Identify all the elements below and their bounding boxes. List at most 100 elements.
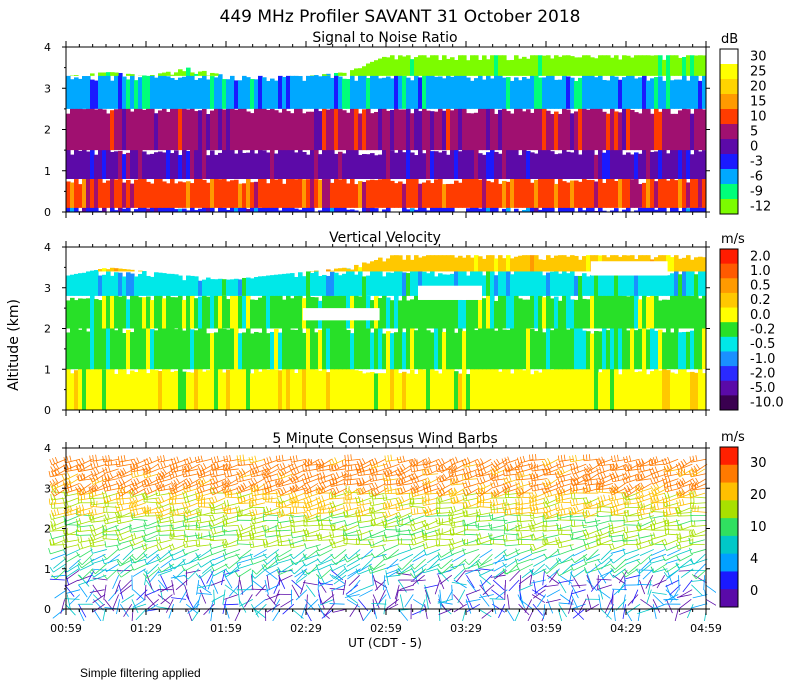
heatmap-cell (190, 329, 195, 370)
wind-barb (670, 589, 679, 603)
wind-barb-feather (144, 491, 148, 498)
wind-barb-feather (621, 492, 625, 499)
wind-barb (276, 529, 292, 532)
wind-barb (503, 507, 519, 511)
wind-barb (273, 579, 281, 594)
wind-barb (317, 570, 325, 584)
wind-barb (545, 512, 560, 519)
heatmap-cell (558, 206, 563, 212)
wind-barb-feather (114, 512, 118, 519)
wind-barb-feather (490, 500, 493, 507)
heatmap-cell (338, 72, 343, 76)
wind-barb (347, 589, 361, 597)
heatmap-cell (338, 76, 343, 109)
heatmap-cell (382, 333, 387, 370)
wind-barb (571, 584, 579, 599)
wind-barb-feather (228, 463, 231, 470)
heatmap-cell (238, 279, 243, 296)
wind-barb (638, 544, 653, 550)
heatmap-cell (578, 57, 583, 76)
panel-title: 5 Minute Consensus Wind Barbs (272, 431, 497, 447)
heatmap-cell (674, 268, 679, 296)
heatmap-cell (602, 55, 607, 76)
wind-barb (51, 458, 67, 466)
heatmap-cell (230, 325, 235, 370)
wind-barb-feather (107, 480, 111, 487)
heatmap-cell (558, 364, 563, 410)
wind-barb-feather (676, 533, 679, 540)
wind-barb-feather (69, 455, 72, 462)
wind-barb-feather (528, 493, 533, 500)
heatmap-cell (330, 206, 335, 212)
heatmap-cell (198, 71, 203, 76)
heatmap-cell (518, 255, 523, 272)
heatmap-cell (158, 175, 163, 208)
wind-barb-feather (250, 523, 253, 530)
heatmap-cell (482, 206, 487, 212)
heatmap-cell (214, 332, 219, 370)
wind-barb (639, 563, 652, 574)
heatmap-cell (638, 328, 643, 370)
wind-barb-feather (222, 552, 226, 559)
wind-barb-feather (382, 545, 386, 551)
wind-barb (116, 599, 121, 615)
heatmap-cell (190, 106, 195, 151)
wind-barb (558, 603, 567, 618)
wind-barb-feather (107, 513, 110, 520)
heatmap-cell (358, 113, 363, 151)
heatmap-cell (162, 72, 167, 76)
wind-barb-feather (650, 518, 654, 525)
heatmap-cell (666, 299, 671, 329)
heatmap-cell (482, 275, 487, 296)
heatmap-cell (306, 271, 311, 296)
heatmap-cell (282, 273, 287, 296)
wind-barb-feather (160, 495, 165, 502)
wind-barb (295, 589, 308, 601)
heatmap-cell (486, 107, 491, 151)
wind-barb-feather (223, 548, 227, 555)
wind-barb-feather (465, 501, 469, 508)
heatmap-cell (146, 373, 151, 410)
heatmap-cell (378, 107, 383, 151)
heatmap-cell (570, 270, 575, 296)
heatmap-cell (690, 296, 695, 329)
wind-barb-feather (476, 496, 479, 503)
wind-barb-feather (229, 469, 232, 476)
wind-barb (146, 549, 160, 559)
wind-barb-feather (622, 571, 626, 578)
heatmap-cell (442, 331, 447, 370)
heatmap-cell (446, 207, 451, 212)
heatmap-cell (154, 370, 159, 410)
wind-barb (89, 497, 105, 499)
heatmap-cell (350, 148, 355, 179)
wind-barb (378, 589, 386, 604)
wind-barb-feather (224, 563, 230, 569)
heatmap-cell (454, 59, 459, 76)
wind-barb-feather (290, 520, 292, 527)
wind-barb-feather (215, 476, 219, 483)
wind-barb-feather (302, 535, 304, 542)
heatmap-cell (638, 371, 643, 410)
wind-barb (477, 506, 493, 508)
wind-barb (451, 529, 466, 536)
heatmap-cell (430, 183, 435, 208)
heatmap-cell (538, 107, 543, 151)
heatmap-cell (458, 267, 463, 296)
wind-barb-feather (148, 477, 152, 484)
heatmap-cell (426, 330, 431, 370)
wind-barb-feather (450, 521, 453, 528)
wind-barb-feather (183, 535, 186, 542)
heatmap-cell (622, 368, 627, 410)
wind-barb (373, 558, 385, 570)
wind-barb-feather (583, 555, 588, 561)
wind-barb-feather (663, 572, 669, 578)
wind-barb-feather (330, 553, 335, 560)
heatmap-cell (186, 275, 191, 296)
heatmap-cell (522, 266, 527, 296)
heatmap-cell (342, 78, 347, 109)
wind-barb (330, 507, 345, 513)
wind-barb (273, 589, 280, 604)
wind-barb-feather (183, 458, 187, 465)
wind-barb (175, 579, 188, 591)
heatmap-cell (170, 371, 175, 410)
